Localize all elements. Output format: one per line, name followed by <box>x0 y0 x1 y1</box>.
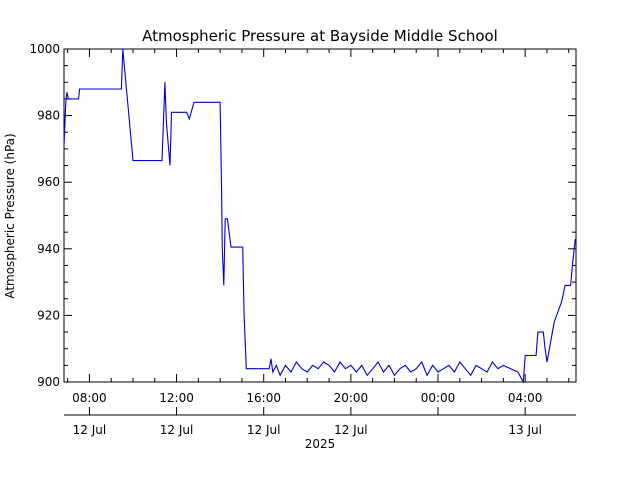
date-tick-label: 13 Jul <box>508 423 542 437</box>
y-tick-label: 960 <box>37 175 60 189</box>
y-tick-label: 940 <box>37 242 60 256</box>
date-tick-label: 12 Jul <box>247 423 281 437</box>
x-tick-label: 04:00 <box>508 391 543 405</box>
date-tick-label: 12 Jul <box>73 423 107 437</box>
y-tick-label: 900 <box>37 375 60 389</box>
pressure-series-line-0 <box>63 48 576 384</box>
date-tick-label: 12 Jul <box>160 423 194 437</box>
plot-frame <box>63 48 577 383</box>
y-tick-label: 920 <box>37 308 60 322</box>
y-tick-label: 980 <box>37 109 60 123</box>
chart-title: Atmospheric Pressure at Bayside Middle S… <box>142 27 498 45</box>
y-tick-label: 1000 <box>29 42 60 56</box>
y-axis-label: Atmospheric Pressure (hPa) <box>3 133 17 298</box>
x-axis-label: 2025 <box>305 437 336 451</box>
x-tick-label: 00:00 <box>421 391 456 405</box>
x-tick-label: 08:00 <box>72 391 107 405</box>
x-tick-label: 16:00 <box>246 391 281 405</box>
date-tick-label: 12 Jul <box>334 423 368 437</box>
series-layer <box>63 48 576 384</box>
x-tick-label: 12:00 <box>159 391 194 405</box>
x-tick-label: 20:00 <box>334 391 369 405</box>
x-axis-ticks: 08:00 12 Jul 12:00 12 Jul 16:00 12 Jul 20:00 12… <box>67 49 570 437</box>
y-axis-ticks: 900 920 940 960 980 1000 <box>29 42 576 389</box>
